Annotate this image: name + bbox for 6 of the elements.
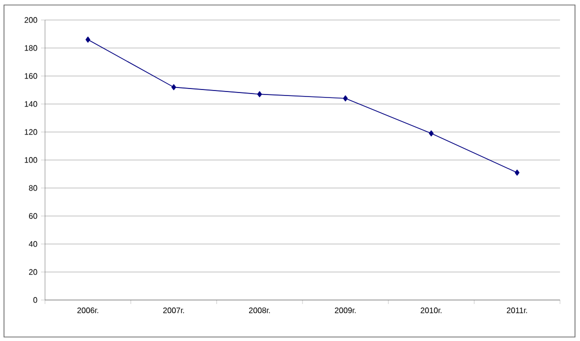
- point: [86, 36, 90, 43]
- point: [514, 170, 520, 176]
- point: [343, 95, 348, 102]
- point: [257, 91, 262, 98]
- point: [428, 130, 434, 136]
- point: [171, 84, 176, 90]
